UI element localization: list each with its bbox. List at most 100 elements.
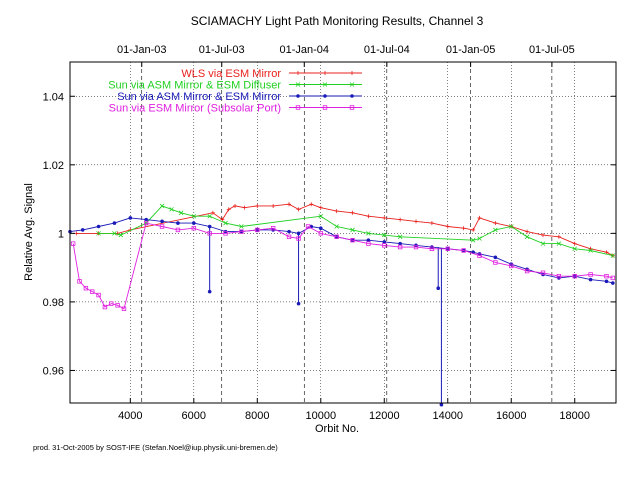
data-point	[366, 214, 371, 219]
data-point	[144, 217, 148, 222]
data-point	[556, 273, 562, 279]
data-point	[239, 224, 244, 229]
date-tick-label: 01-Jul-05	[529, 44, 575, 56]
data-point	[96, 224, 101, 229]
series-1	[74, 202, 615, 258]
top-axis: 01-Jan-03 01-Jul-03 01-Jan-04 01-Jul-04 01-J…	[117, 44, 575, 403]
data-point	[83, 285, 89, 291]
data-point	[102, 304, 108, 310]
data-point	[334, 234, 339, 239]
data-point	[207, 289, 212, 294]
data-point	[445, 224, 450, 229]
data-point	[334, 224, 339, 229]
legend-label: Sun via ASM Mirror & ESM Mirror	[117, 91, 281, 103]
data-point	[398, 217, 403, 222]
data-point	[295, 105, 301, 110]
data-point	[366, 241, 371, 246]
data-point	[525, 229, 530, 234]
series-2	[96, 203, 616, 258]
data-point	[461, 226, 466, 231]
data-point	[309, 202, 314, 207]
data-point	[588, 277, 593, 282]
data-point	[429, 246, 435, 251]
data-point	[296, 301, 301, 306]
data-point	[220, 217, 225, 222]
data-point	[509, 263, 514, 269]
x-tick-label: 16000	[496, 410, 527, 422]
data-point	[322, 82, 328, 87]
data-point	[323, 94, 327, 98]
data-point	[397, 234, 403, 240]
data-point	[540, 270, 546, 275]
data-point	[349, 105, 355, 110]
data-point	[350, 238, 355, 243]
data-point	[118, 232, 124, 238]
data-point	[318, 213, 324, 219]
data-point	[382, 240, 387, 244]
x-tick-label: 14000	[432, 410, 463, 422]
data-point	[159, 203, 165, 209]
data-point	[493, 227, 498, 233]
data-point	[318, 226, 323, 231]
data-point	[540, 233, 545, 238]
data-point	[226, 207, 231, 212]
data-point	[287, 202, 292, 207]
data-point	[207, 213, 212, 219]
data-point	[286, 234, 292, 239]
data-point	[366, 231, 371, 236]
data-point	[350, 210, 355, 215]
data-point	[493, 255, 498, 260]
plot-frame	[69, 61, 617, 404]
data-point	[223, 231, 228, 236]
data-point	[287, 229, 291, 234]
data-point	[322, 105, 328, 110]
data-point	[176, 221, 180, 225]
data-point	[508, 224, 514, 229]
x-tick-label: 12000	[369, 410, 400, 422]
data-point	[96, 292, 101, 298]
series-3	[68, 216, 615, 407]
data-point	[398, 241, 402, 246]
data-point	[572, 246, 578, 252]
series-4	[70, 220, 616, 311]
data-point	[429, 221, 434, 226]
data-point	[588, 248, 593, 253]
data-point	[439, 402, 444, 407]
data-point	[556, 241, 562, 246]
data-point	[540, 241, 546, 246]
data-point	[334, 209, 339, 214]
data-point	[70, 241, 76, 246]
data-point	[96, 231, 101, 236]
data-point	[318, 205, 323, 210]
y-tick-label: 1	[58, 228, 64, 240]
data-point	[191, 213, 197, 219]
data-point	[115, 303, 120, 308]
data-point	[296, 236, 301, 241]
x-tick-label: 10000	[305, 410, 336, 422]
y-axis-label: Relative Avg. Signal	[23, 183, 35, 281]
data-point	[223, 220, 228, 226]
data-point	[160, 219, 164, 224]
data-point	[493, 260, 498, 265]
data-point	[90, 289, 95, 294]
footer-credit: prod. 31-Oct-2005 by SOST-IFE (Stefan.No…	[33, 443, 278, 452]
data-point	[610, 275, 616, 281]
data-point	[128, 216, 133, 220]
data-point	[382, 243, 387, 248]
data-point	[604, 250, 609, 255]
data-point	[74, 231, 79, 236]
data-point	[296, 94, 300, 98]
y-tick-label: 1.04	[43, 91, 64, 103]
date-tick-label: 01-Jan-04	[279, 44, 329, 56]
data-point	[382, 215, 387, 220]
y-axis: 0.96 0.98 1 1.02 1.04	[43, 91, 616, 377]
data-point	[255, 227, 260, 233]
x-tick-label: 6000	[182, 410, 206, 422]
data-point	[349, 82, 355, 87]
data-point	[572, 241, 577, 246]
x-tick-label: 8000	[245, 410, 269, 422]
data-point	[350, 227, 355, 233]
data-point	[112, 221, 117, 225]
data-point	[470, 237, 476, 243]
